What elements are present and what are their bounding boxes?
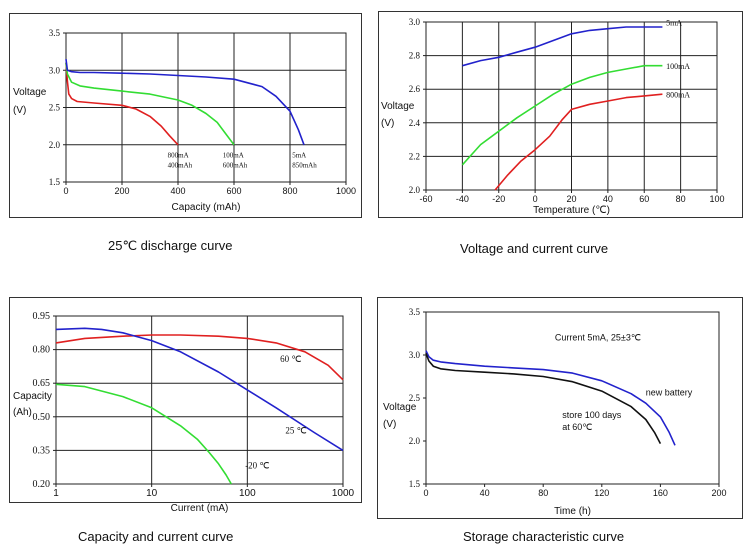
annotation-label: 850mAh <box>292 161 317 169</box>
y-tick-label: 3.0 <box>409 17 421 27</box>
storage-chart-panel: 0 40 80 120 160 200 1.5 2.0 2.5 3.0 3.5 Time (h) Vol… <box>377 297 743 519</box>
y-tick-label: 2.0 <box>409 436 421 446</box>
series-line-1 <box>461 64 663 166</box>
y-tick-label: 2.0 <box>49 140 61 150</box>
temperature-chart-caption: Voltage and current curve <box>460 241 609 256</box>
series-line-2 <box>55 383 232 485</box>
y-tick-label: 3.0 <box>49 65 61 75</box>
discharge-chart: 0 200 400 600 800 1000 1.5 2.0 2.5 3.0 3.5 Capacity… <box>13 28 356 213</box>
annotation-label: 100mA <box>666 62 690 71</box>
x-tick-label: 0 <box>63 186 68 196</box>
x-tick-label: 600 <box>226 186 241 196</box>
annotation-label: -20 ℃ <box>245 460 269 470</box>
annotation-label: 100mA <box>223 151 244 159</box>
y-tick-label: 0.20 <box>33 479 51 490</box>
x-tick-label: 60 <box>639 194 649 204</box>
capacity-chart-panel: 1 10 100 1000 0.20 0.35 0.50 0.65 0.80 0.95 Curren… <box>9 297 362 514</box>
storage-chart-caption: Storage characteristic curve <box>463 529 625 544</box>
x-axis-label: Capacity (mAh) <box>172 202 241 213</box>
capacity-chart-caption: Capacity and current curve <box>78 529 234 544</box>
series-line-1 <box>65 62 235 146</box>
y-tick-label: 2.2 <box>409 151 420 161</box>
x-tick-label: 0 <box>423 488 428 498</box>
x-tick-label: 120 <box>594 488 609 498</box>
y-axis-label: Capacity <box>13 391 52 402</box>
plot-frame <box>55 315 344 485</box>
annotation-label: new battery <box>646 387 693 397</box>
annotation-label: 400mAh <box>168 161 193 169</box>
y-tick-label: 2.8 <box>409 51 421 61</box>
x-tick-label: 400 <box>170 186 185 196</box>
annotation-label: Current 5mA, 25±3℃ <box>555 332 641 342</box>
x-tick-label: 1 <box>53 488 59 499</box>
x-tick-label: 1000 <box>336 186 356 196</box>
y-tick-label: 2.0 <box>409 185 421 195</box>
series-line-0 <box>65 62 179 146</box>
y-tick-label: 2.4 <box>409 118 421 128</box>
x-axis-label: Temperature (℃) <box>533 205 610 216</box>
y-axis-label: Voltage <box>381 101 415 112</box>
series-line-0 <box>55 334 344 381</box>
y-tick-label: 0.65 <box>33 378 51 389</box>
x-tick-label: 80 <box>676 194 686 204</box>
series-line-0 <box>462 26 663 67</box>
y-tick-label: 2.6 <box>409 84 421 94</box>
annotation-label: at 60℃ <box>562 422 592 432</box>
x-tick-label: 200 <box>711 488 726 498</box>
annotation-label: 800mA <box>168 151 189 159</box>
x-tick-label: 200 <box>114 186 129 196</box>
series-line-2 <box>494 93 663 191</box>
discharge-chart-panel: 0 200 400 600 800 1000 1.5 2.0 2.5 3.0 3.5 Capacity… <box>9 13 362 218</box>
x-tick-label: 1000 <box>332 488 355 499</box>
annotation-label: 25 ℃ <box>285 426 306 436</box>
y-tick-label: 3.0 <box>409 350 421 360</box>
x-tick-label: 0 <box>533 194 538 204</box>
x-tick-label: -20 <box>492 194 505 204</box>
y-axis-label: (V) <box>383 419 396 430</box>
capacity-chart: 1 10 100 1000 0.20 0.35 0.50 0.65 0.80 0.95 Curren… <box>13 311 355 514</box>
x-tick-label: 40 <box>603 194 613 204</box>
y-tick-label: 2.5 <box>49 103 61 113</box>
x-tick-label: -40 <box>456 194 469 204</box>
y-axis-label: (Ah) <box>13 407 32 418</box>
temperature-chart: -60 -40 -20 0 20 40 60 80 100 2.0 2.2 2.4 2.6 2.8 3.0 T… <box>381 17 725 216</box>
annotation-label: store 100 days <box>562 410 622 420</box>
series-line-1 <box>55 327 344 452</box>
series-line-1 <box>425 353 662 444</box>
x-tick-label: 80 <box>538 488 548 498</box>
x-tick-label: 160 <box>653 488 668 498</box>
y-axis-label: (V) <box>381 118 394 129</box>
annotation-label: 5mA <box>292 151 306 159</box>
y-axis-label: (V) <box>13 105 26 116</box>
y-tick-label: 0.80 <box>33 345 51 356</box>
x-tick-label: -60 <box>419 194 432 204</box>
y-tick-label: 3.5 <box>49 28 61 38</box>
series-line-2 <box>65 59 305 146</box>
y-tick-label: 1.5 <box>409 479 421 489</box>
y-axis-label: Voltage <box>13 87 47 98</box>
x-axis-label: Current (mA) <box>171 503 229 514</box>
x-tick-label: 100 <box>709 194 724 204</box>
x-tick-label: 40 <box>480 488 490 498</box>
y-axis-label: Voltage <box>383 402 417 413</box>
y-tick-label: 3.5 <box>409 307 421 317</box>
y-tick-label: 0.95 <box>33 311 51 322</box>
storage-chart: 0 40 80 120 160 200 1.5 2.0 2.5 3.0 3.5 Time (h) Vol… <box>383 307 727 517</box>
y-tick-label: 0.50 <box>33 412 51 423</box>
discharge-chart-caption: 25℃ discharge curve <box>108 238 233 253</box>
x-tick-label: 20 <box>566 194 576 204</box>
x-tick-label: 800 <box>282 186 297 196</box>
annotation-label: 5mA <box>666 18 682 27</box>
x-tick-label: 10 <box>146 488 158 499</box>
annotation-label: 600mAh <box>223 161 248 169</box>
annotation-label: 60 ℃ <box>280 354 301 364</box>
y-tick-label: 0.35 <box>33 445 51 456</box>
x-tick-label: 100 <box>239 488 256 499</box>
y-tick-label: 1.5 <box>49 177 61 187</box>
series-line-0 <box>425 350 676 446</box>
y-tick-label: 2.5 <box>409 393 421 403</box>
annotation-label: 800mA <box>666 91 690 100</box>
temperature-chart-panel: -60 -40 -20 0 20 40 60 80 100 2.0 2.2 2.4 2.6 2.8 3.0 T… <box>378 11 743 218</box>
x-axis-label: Time (h) <box>554 506 591 517</box>
